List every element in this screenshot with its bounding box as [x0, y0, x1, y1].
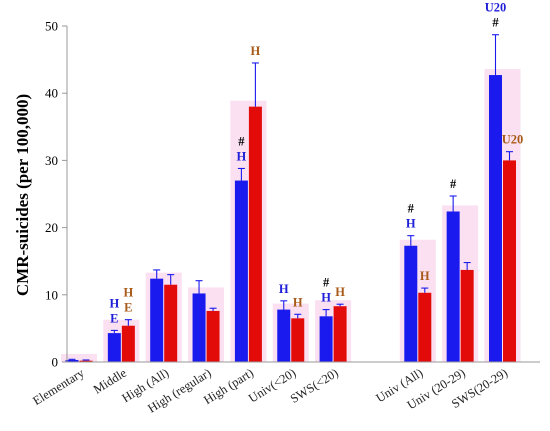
- bar-blue: [489, 75, 502, 362]
- annotation-red: H: [251, 44, 261, 58]
- annotation-red: E: [124, 301, 132, 315]
- bar-red: [503, 160, 516, 362]
- annotation-blue: H: [279, 282, 289, 296]
- bar-red: [121, 325, 135, 362]
- y-tick-label: 30: [45, 153, 58, 168]
- bar-blue: [150, 278, 164, 362]
- bar-blue: [234, 180, 248, 362]
- bar-red: [460, 269, 474, 362]
- bar-red: [79, 360, 93, 362]
- annotation-blue: #: [408, 202, 415, 216]
- y-tick-label: 50: [45, 19, 58, 34]
- bar-red: [248, 106, 262, 362]
- bars-layer: [65, 75, 516, 362]
- annotation-blue: H: [109, 296, 119, 310]
- annotation-blue: H: [237, 149, 247, 163]
- annotation-blue: #: [450, 177, 457, 191]
- annotation-red: H: [420, 269, 430, 283]
- bar-blue: [65, 359, 79, 362]
- bar-blue: [446, 211, 460, 362]
- annotation-blue: #: [323, 276, 330, 290]
- bar-red: [418, 292, 432, 362]
- annotation-red: H: [123, 286, 133, 300]
- annotation-blue: U20: [485, 1, 507, 15]
- bar-blue: [277, 309, 291, 362]
- y-tick-label: 20: [45, 220, 58, 235]
- annotation-blue: E: [110, 311, 118, 325]
- bar-blue: [192, 293, 206, 362]
- x-tick-label: SWS(<20): [288, 366, 341, 406]
- annotation-red: H: [293, 295, 303, 309]
- bar-highlight: [61, 353, 97, 362]
- bar-blue: [319, 316, 333, 362]
- annotation-blue: #: [492, 16, 499, 30]
- y-tick-label: 40: [45, 86, 58, 101]
- bar-red: [206, 310, 220, 362]
- annotation-blue: H: [406, 217, 416, 231]
- annotation-blue: #: [238, 134, 245, 148]
- y-tick-label: 0: [52, 355, 59, 370]
- y-axis-title: CMR-suicides (per 100,000): [13, 94, 32, 296]
- annotation-red: U20: [502, 133, 524, 147]
- annotation-blue: H: [321, 291, 331, 305]
- x-tick-label: Elementary: [30, 365, 87, 408]
- bar-blue: [107, 333, 121, 362]
- annotation-red: H: [335, 285, 345, 299]
- y-tick-label: 10: [45, 287, 58, 302]
- bar-red: [291, 318, 305, 362]
- error-bars-layer: [68, 34, 513, 361]
- bar-blue: [404, 245, 418, 362]
- bar-red: [333, 306, 347, 362]
- axis-layer: [66, 26, 540, 363]
- y-ticks-layer: 0 10 20 30 40 50: [45, 19, 67, 370]
- bar-red: [164, 284, 178, 362]
